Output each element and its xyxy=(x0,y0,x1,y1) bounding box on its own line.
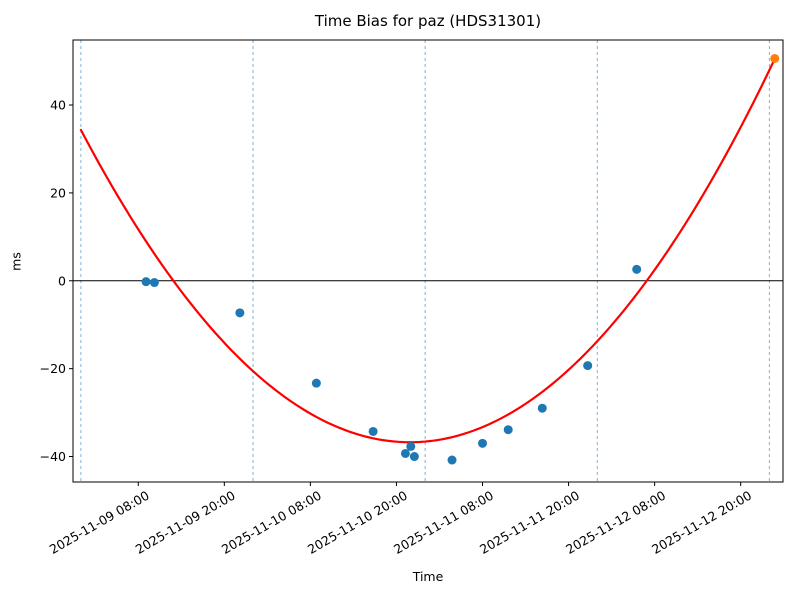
data-point xyxy=(503,425,513,435)
data-point xyxy=(141,277,151,287)
data-point xyxy=(583,361,593,371)
day-gridlines xyxy=(80,40,770,482)
plot-border xyxy=(72,39,784,483)
data-point xyxy=(447,455,457,465)
y-axis-label: ms xyxy=(8,252,24,271)
y-tick-label: 0 xyxy=(58,273,66,288)
latest-data-point xyxy=(770,53,780,63)
data-point xyxy=(368,426,378,436)
data-point xyxy=(235,308,245,318)
data-point xyxy=(400,448,410,458)
data-point xyxy=(632,264,642,274)
latest-measurement-series xyxy=(770,53,780,63)
y-tick-label: −40 xyxy=(40,449,66,464)
data-point xyxy=(478,438,488,448)
fit-curve xyxy=(79,57,776,444)
bias-measurements-series xyxy=(141,264,642,465)
chart-title: Time Bias for paz (HDS31301) xyxy=(314,12,542,30)
y-tick-label: 20 xyxy=(50,185,66,200)
data-point xyxy=(311,378,321,388)
y-tick-label: −20 xyxy=(40,361,66,376)
data-point xyxy=(406,441,416,451)
data-point xyxy=(537,403,547,413)
data-point xyxy=(149,278,159,288)
x-axis-label: Time xyxy=(412,569,444,584)
data-point xyxy=(409,452,419,462)
y-tick-label: 40 xyxy=(50,98,66,113)
y-tick-labels: 40 20 0 −20 −40 xyxy=(40,98,73,464)
